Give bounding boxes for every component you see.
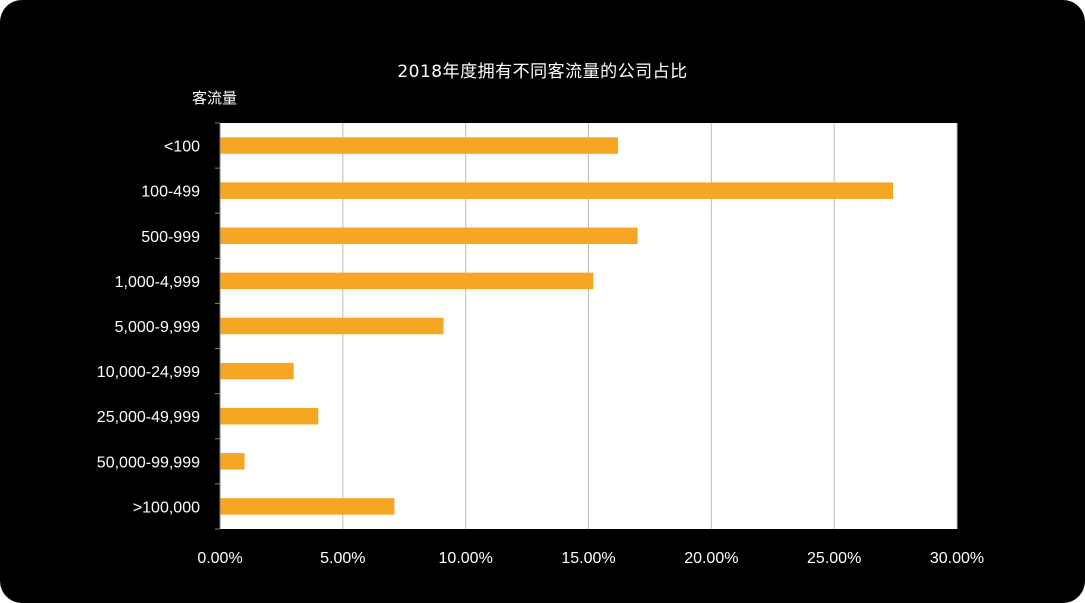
category-label: 25,000-49,999 xyxy=(97,409,200,426)
bar xyxy=(220,453,245,470)
y-axis-title: 客流量 xyxy=(192,89,238,107)
x-tick-label: 15.00% xyxy=(561,550,615,567)
x-tick-label: 30.00% xyxy=(930,550,984,567)
x-tick-label: 5.00% xyxy=(320,550,365,567)
category-label: <100 xyxy=(164,139,200,156)
bar xyxy=(220,317,444,335)
chart-title: 2018年度拥有不同客流量的公司占比 xyxy=(397,62,688,82)
x-tick-label: 20.00% xyxy=(684,550,738,567)
bar xyxy=(220,182,894,199)
category-label: >100,000 xyxy=(133,499,200,516)
x-tick-label: 10.00% xyxy=(439,550,493,567)
y-axis xyxy=(215,122,221,530)
bar xyxy=(220,407,319,425)
tick-labels: 0.00% 5.00% 10.00% 15.00% 20.00% 25.00% 30.00%… xyxy=(97,139,984,567)
bar xyxy=(220,227,638,245)
x-tick-label: 25.00% xyxy=(807,550,861,567)
bars xyxy=(220,137,894,515)
category-label: 5,000-9,999 xyxy=(115,319,201,336)
bar xyxy=(220,137,618,154)
bar xyxy=(220,272,594,290)
x-tick-label: 0.00% xyxy=(197,550,242,567)
category-label: 1,000-4,999 xyxy=(115,274,201,291)
category-label: 10,000-24,999 xyxy=(97,364,200,381)
category-label: 100-499 xyxy=(141,184,200,201)
bar xyxy=(220,498,395,515)
category-label: 50,000-99,999 xyxy=(97,454,200,471)
bar xyxy=(220,362,294,380)
category-label: 500-999 xyxy=(141,229,200,246)
